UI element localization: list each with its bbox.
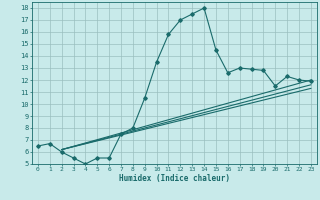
X-axis label: Humidex (Indice chaleur): Humidex (Indice chaleur) (119, 174, 230, 183)
